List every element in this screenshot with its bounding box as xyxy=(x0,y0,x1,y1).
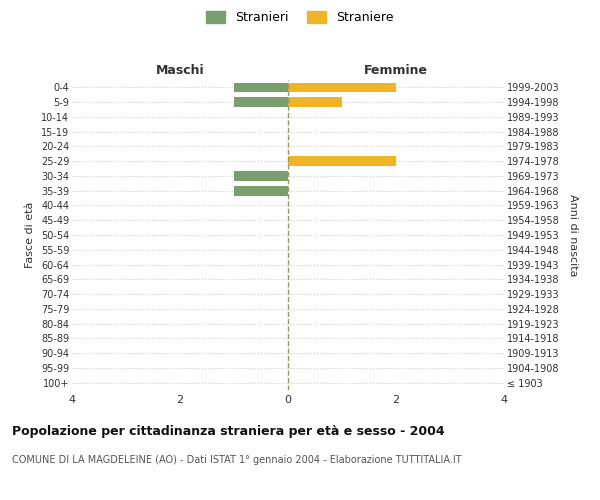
Bar xyxy=(288,98,342,107)
Legend: Stranieri, Straniere: Stranieri, Straniere xyxy=(206,11,394,24)
Text: Femmine: Femmine xyxy=(364,64,428,78)
Bar xyxy=(234,171,288,180)
Text: COMUNE DI LA MAGDELEINE (AO) - Dati ISTAT 1° gennaio 2004 - Elaborazione TUTTITA: COMUNE DI LA MAGDELEINE (AO) - Dati ISTA… xyxy=(12,455,461,465)
Y-axis label: Fasce di età: Fasce di età xyxy=(25,202,35,268)
Bar xyxy=(234,98,288,107)
Text: Popolazione per cittadinanza straniera per età e sesso - 2004: Popolazione per cittadinanza straniera p… xyxy=(12,425,445,438)
Text: Maschi: Maschi xyxy=(155,64,205,78)
Bar xyxy=(288,156,396,166)
Bar xyxy=(234,186,288,196)
Bar xyxy=(234,82,288,92)
Y-axis label: Anni di nascita: Anni di nascita xyxy=(568,194,578,276)
Bar xyxy=(288,82,396,92)
